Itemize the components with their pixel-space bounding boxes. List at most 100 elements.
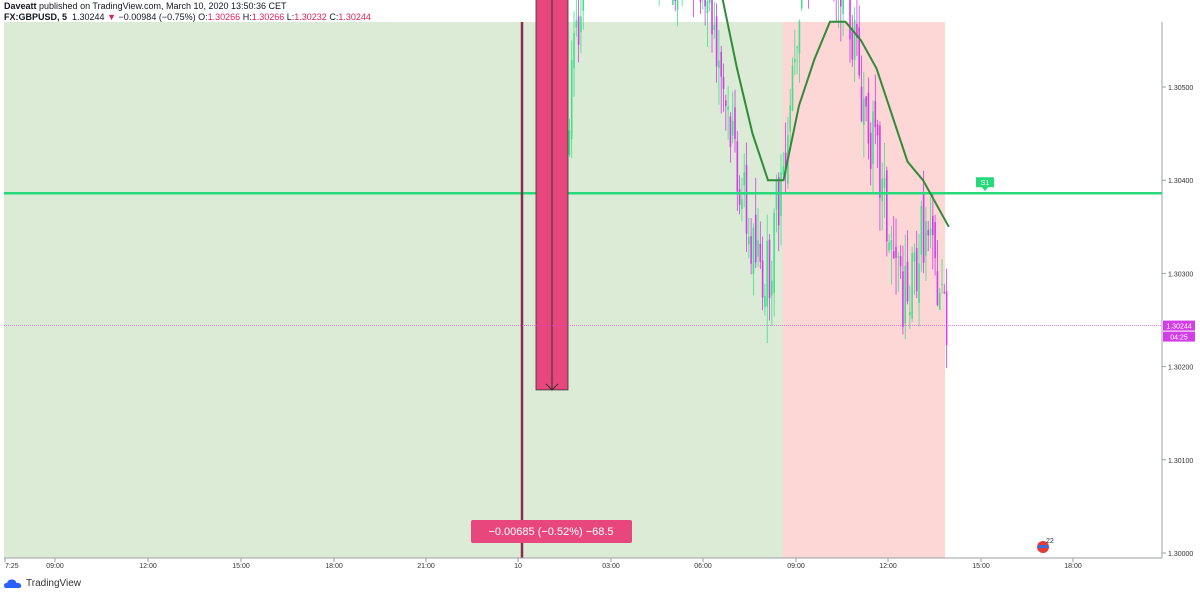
y-tick-label: 1.30000 — [1168, 551, 1193, 558]
candle — [798, 19, 801, 83]
candle — [853, 7, 856, 83]
candle — [869, 122, 872, 186]
candle — [738, 175, 741, 215]
candle — [895, 218, 897, 295]
candle — [582, 0, 585, 30]
candle — [745, 142, 748, 253]
candle — [904, 234, 907, 339]
current-price-text: 1.30244 — [1166, 324, 1191, 331]
candle — [771, 260, 773, 326]
candle — [768, 234, 771, 321]
candle — [858, 5, 861, 79]
candle — [722, 63, 725, 112]
candle — [720, 45, 723, 114]
x-tick-label: 10 — [514, 563, 522, 570]
x-tick-label: 15:00 — [972, 563, 990, 570]
candle — [899, 245, 902, 279]
candle — [892, 216, 895, 259]
down-arrow-icon: ▼ — [107, 12, 117, 22]
svg-text:22: 22 — [1046, 538, 1054, 545]
candle — [752, 223, 755, 296]
ohlc-line: FX:GBPUSD, 5 1.30244 ▼ −0.00984 (−0.75%)… — [4, 12, 371, 23]
candle — [743, 153, 746, 208]
x-tick-label: 18:00 — [1064, 563, 1082, 570]
close-label: C: — [329, 12, 339, 22]
candle — [794, 29, 796, 76]
x-tick-label: 06:00 — [694, 563, 712, 570]
candle — [881, 162, 884, 231]
candle — [773, 208, 775, 317]
candle — [902, 245, 904, 335]
tradingview-brand[interactable]: TradingView — [26, 578, 82, 589]
current-price-tag — [1163, 320, 1195, 331]
candle — [856, 0, 858, 57]
candle — [932, 193, 934, 270]
candle — [775, 174, 778, 233]
measure-tool[interactable]: −0.00685 (−0.52%) −68.5 — [471, 0, 632, 543]
x-tick-label: 18:00 — [325, 563, 343, 570]
y-tick-label: 1.30200 — [1168, 365, 1193, 372]
candle — [580, 0, 582, 54]
candle — [840, 0, 842, 42]
time-axis[interactable]: 7:25 09:00 12:00 15:00 18:00 21:00 10 03:00 06:0… — [4, 558, 1082, 570]
y-tick-label: 1.30300 — [1168, 271, 1193, 278]
tradingview-cloud-icon — [4, 578, 22, 588]
open-value: 1.30266 — [207, 12, 241, 22]
candle — [865, 95, 867, 122]
pivot-levels-layer: R1PS1 — [4, 177, 1162, 195]
countdown-tag — [1163, 331, 1195, 342]
candle — [577, 0, 580, 63]
candle — [888, 234, 890, 254]
x-tick-label: 15:00 — [232, 563, 250, 570]
candle — [936, 240, 939, 307]
low-value: 1.30232 — [294, 12, 327, 22]
y-tick-label: 1.30500 — [1168, 85, 1193, 92]
candle — [757, 207, 759, 268]
candle — [704, 0, 706, 26]
candle — [886, 166, 888, 257]
candle — [800, 0, 803, 11]
candle — [764, 283, 766, 316]
candle — [761, 236, 764, 311]
candle — [867, 77, 870, 160]
candle — [568, 118, 571, 157]
candle — [941, 259, 943, 294]
candle — [849, 0, 851, 63]
candle — [927, 220, 930, 252]
low-label: L: — [286, 12, 295, 22]
candle — [766, 214, 769, 344]
measure-arrow-head-icon — [545, 383, 559, 391]
countdown-text: 04:25 — [1170, 335, 1188, 342]
candle — [920, 200, 923, 272]
price-axis[interactable]: 1.322001.321001.320001.319001.318001.317… — [1162, 0, 1193, 558]
candle — [851, 15, 854, 67]
y-tick-label: 1.30100 — [1168, 458, 1193, 465]
candle — [938, 288, 941, 311]
x-tick-label: 09:00 — [787, 563, 805, 570]
candle — [925, 206, 927, 281]
candle — [676, 0, 679, 27]
last-price: 1.30244 — [72, 12, 105, 22]
author-name[interactable]: Daveatt — [4, 1, 37, 11]
candle — [860, 55, 863, 123]
symbol-label[interactable]: FX:GBPUSD, 5 — [4, 12, 68, 22]
high-label: H: — [242, 12, 252, 22]
candle — [715, 3, 718, 83]
candle — [718, 29, 720, 105]
candle — [929, 196, 932, 249]
level-label-s1: S1 — [981, 180, 990, 187]
candle — [736, 130, 739, 212]
candle — [750, 218, 752, 275]
candle — [699, 0, 702, 14]
high-value: 1.30266 — [251, 12, 285, 22]
candle — [782, 152, 785, 176]
candle — [708, 0, 711, 12]
candle — [672, 0, 674, 5]
candle — [890, 225, 893, 285]
candle — [913, 243, 916, 295]
candle — [906, 230, 909, 305]
candle — [711, 0, 713, 53]
candle — [883, 143, 886, 219]
candle — [784, 122, 787, 194]
